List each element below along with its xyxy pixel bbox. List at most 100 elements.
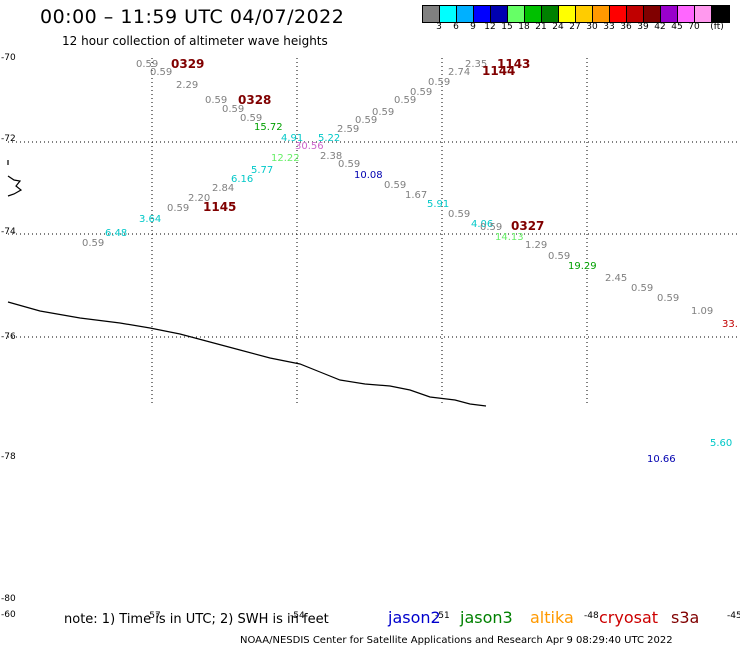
wave-height-label: 6.16 (231, 174, 253, 185)
colorbar-segment (644, 6, 661, 22)
colorbar-tick-label: 18 (518, 22, 530, 32)
wave-height-label: 2.38 (320, 151, 342, 162)
latitude-label: -76 (1, 332, 16, 342)
wave-height-label: 0.59 (338, 159, 360, 170)
wave-height-label: 0.59 (167, 203, 189, 214)
pass-time-label: 0327 (511, 219, 544, 233)
wave-height-label: 0.59 (355, 115, 377, 126)
satellite-legend-item: cryosat (599, 608, 659, 627)
colorbar-labels: 3 6 9 12 15 18 21 24 27 30 33 36 39 42 45 70 (ft) (422, 22, 740, 34)
colorbar-segment (678, 6, 695, 22)
pass-time-label: 0329 (171, 57, 204, 71)
longitude-label: -54 (290, 611, 305, 621)
colorbar-tick-label: 12 (484, 22, 496, 32)
map-subtitle: 12 hour collection of altimeter wave hei… (62, 34, 328, 48)
wave-height-label: 10.08 (354, 170, 383, 181)
wave-height-label: 2.84 (212, 183, 234, 194)
colorbar-tick-label: 39 (637, 22, 649, 32)
colorbar-segment (525, 6, 542, 22)
colorbar-tick-label: 30 (586, 22, 598, 32)
wave-height-label: 0.59 (631, 283, 653, 294)
colorbar-tick-label: 70 (688, 22, 700, 32)
colorbar-segment (474, 6, 491, 22)
latitude-label: -80 (1, 594, 16, 604)
colorbar-segment (542, 6, 559, 22)
wave-height-label: 2.45 (605, 273, 627, 284)
longitude-label: -57 (146, 611, 161, 621)
wave-height-label: 6.48 (105, 228, 127, 239)
colorbar-tick-label: 27 (569, 22, 581, 32)
colorbar-tick-label: 9 (470, 22, 476, 32)
colorbar-segment (610, 6, 627, 22)
colorbar-segment (491, 6, 508, 22)
colorbar-segment (457, 6, 474, 22)
wave-height-label: 2.35 (465, 59, 487, 70)
footer-credit: NOAA/NESDIS Center for Satellite Applica… (240, 635, 673, 646)
wave-height-label: 1.67 (405, 190, 427, 201)
colorbar-segment (423, 6, 440, 22)
colorbar-segment (559, 6, 576, 22)
wave-height-label: 5.91 (427, 199, 449, 210)
wave-height-label: 0.59 (428, 77, 450, 88)
wave-height-label: 2.74 (448, 67, 470, 78)
satellite-legend-item: s3a (671, 608, 700, 627)
wave-height-label: 5.22 (318, 133, 340, 144)
wave-height-colorbar (422, 5, 730, 23)
footer-note: note: 1) Time is in UTC; 2) SWH is in fe… (64, 612, 329, 627)
wave-height-label: 15.72 (254, 122, 283, 133)
wave-height-label: 12.22 (271, 153, 300, 164)
wave-height-label: 5.60 (710, 438, 732, 449)
satellite-legend-item: jason3 (460, 608, 513, 627)
wave-height-label: 0.59 (82, 238, 104, 249)
wave-height-label: 3.64 (139, 214, 161, 225)
longitude-label: -60 (1, 610, 16, 620)
wave-height-label: 30.56 (295, 141, 324, 152)
wave-height-label: 10.66 (647, 454, 676, 465)
colorbar-segment (508, 6, 525, 22)
colorbar-tick-label: 45 (671, 22, 683, 32)
wave-height-label: 2.59 (337, 124, 359, 135)
colorbar-tick-label: 3 (436, 22, 442, 32)
wave-height-label: 0.59 (222, 104, 244, 115)
colorbar-tick-label: 21 (535, 22, 547, 32)
wave-height-label: 33. (722, 319, 738, 330)
wave-height-label: 0.59 (548, 251, 570, 262)
colorbar-segment (712, 6, 729, 22)
colorbar-tick-label: 33 (603, 22, 615, 32)
map-title: 00:00 – 11:59 UTC 04/07/2022 (40, 6, 345, 28)
longitude-label: -51 (435, 611, 450, 621)
latitude-label: -72 (1, 134, 16, 144)
longitude-label: -45 (727, 611, 740, 621)
wave-height-label: 1.29 (525, 240, 547, 251)
pass-time-label: 1145 (203, 200, 236, 214)
latitude-label: -78 (1, 452, 16, 462)
colorbar-segment (593, 6, 610, 22)
pass-time-label: 0328 (238, 93, 271, 107)
wave-height-label: 0.59 (384, 180, 406, 191)
colorbar-segment (440, 6, 457, 22)
colorbar-tick-label: 6 (453, 22, 459, 32)
wave-height-label: 2.29 (176, 80, 198, 91)
wave-height-label: 0.59 (394, 95, 416, 106)
wave-height-label: 0.59 (240, 113, 262, 124)
colorbar-tick-label: (ft) (710, 22, 724, 32)
wave-height-label: 0.59 (657, 293, 679, 304)
coastline (7, 301, 487, 407)
colorbar-tick-label: 24 (552, 22, 564, 32)
colorbar-segment (695, 6, 712, 22)
colorbar-tick-label: 42 (654, 22, 666, 32)
wave-height-label: 1.09 (691, 306, 713, 317)
wave-height-label: 0.59 (136, 59, 158, 70)
wave-height-label: 4.06 (471, 219, 493, 230)
wave-height-label: 0.59 (448, 209, 470, 220)
wave-height-label: 5.77 (251, 165, 273, 176)
wave-height-label: 2.20 (188, 193, 210, 204)
pass-time-label: 1144 (482, 64, 515, 78)
colorbar-segment (576, 6, 593, 22)
wave-height-label: 0.59 (410, 87, 432, 98)
longitude-label: -48 (584, 611, 599, 621)
satellite-legend-item: altika (530, 608, 574, 627)
latitude-label: -70 (1, 53, 16, 63)
colorbar-segment (661, 6, 678, 22)
